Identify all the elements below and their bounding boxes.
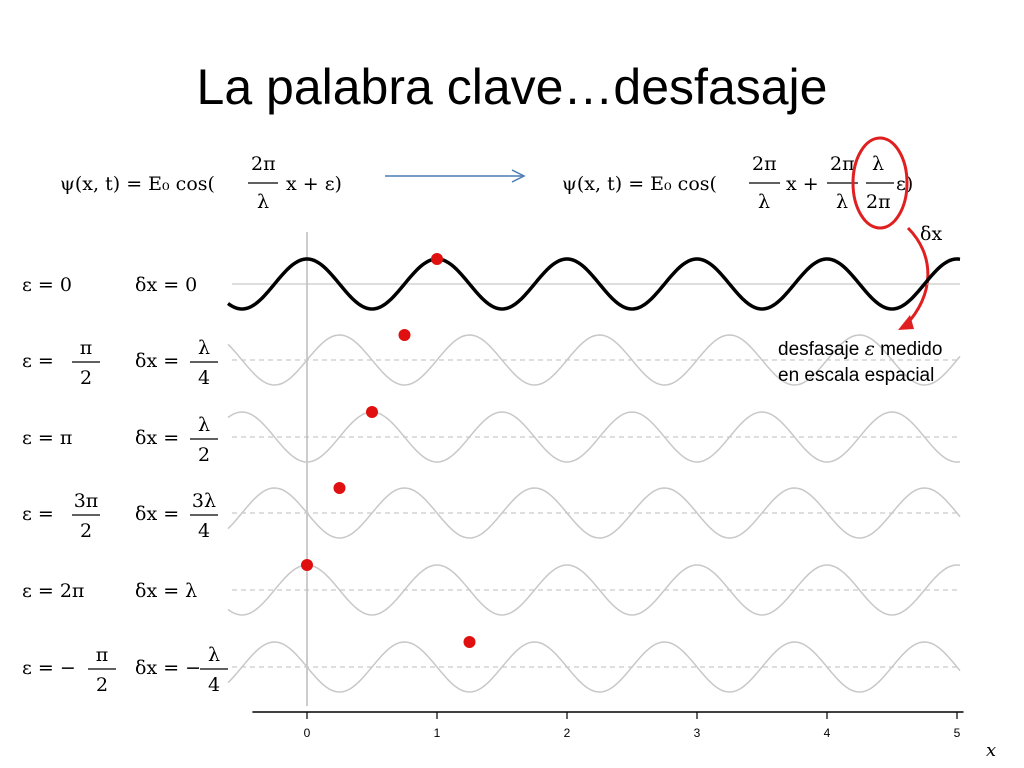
annotation-line1-post: medido: [874, 339, 943, 360]
annotation-line1-pre: desfasaje: [778, 339, 865, 360]
wave-row-5: [227, 641, 961, 693]
dx-label-pre: δx =: [135, 427, 179, 449]
dx-label: δx = λ: [135, 580, 197, 602]
eq-right-den1: λ: [758, 191, 770, 213]
x-axis: 0 1 2 3 4 5 x: [252, 711, 996, 761]
eps-label-pre: ε =: [22, 350, 54, 372]
eq-right-num1: 2π: [752, 153, 777, 175]
eq-right-den3: 2π: [866, 191, 891, 213]
eq-left-lhs: ψ(x, t) = E₀ cos(: [60, 173, 215, 195]
eps-label: ε = 0: [22, 274, 72, 296]
eq-right-mid: x +: [786, 173, 819, 195]
row-label-3: ε = 3π 2 δx = 3λ 4: [22, 490, 218, 542]
eps-label-den: 2: [96, 674, 108, 696]
eps-label-num: π: [80, 337, 93, 359]
dx-label-pre: δx = −: [135, 657, 201, 679]
annotation-note: desfasaje ε medido en escala espacial: [778, 336, 998, 389]
dx-label-num: 3λ: [192, 490, 216, 512]
row-label-2: ε = π δx = λ 2: [22, 414, 218, 466]
phase-marker-3: [333, 482, 346, 494]
wave-row-4: [227, 564, 961, 616]
plot-area: [232, 232, 960, 706]
row-label-4: ε = 2π δx = λ: [22, 580, 197, 602]
equation-right: ψ(x, t) = E₀ cos( 2π λ x + 2π λ λ 2π ε): [562, 153, 913, 213]
eps-label-pre: ε =: [22, 503, 54, 525]
eq-left-tail: x + ε): [286, 173, 342, 195]
eq-right-tail: ε): [896, 173, 913, 195]
slide-title: La palabra clave…desfasaje: [196, 59, 828, 115]
eps-label: ε = 2π: [22, 580, 84, 602]
phase-markers: [301, 253, 476, 648]
phase-marker-1: [398, 329, 411, 341]
dx-label-num: λ: [208, 644, 220, 666]
eq-left-den: λ: [257, 191, 269, 213]
curved-arrow: [903, 226, 930, 328]
phase-marker-0: [431, 253, 443, 265]
highlight-circle: [851, 136, 909, 230]
dx-label-pre: δx =: [135, 503, 179, 525]
delta-x-label: δx: [920, 223, 942, 245]
x-tick-label-1: 1: [434, 726, 441, 740]
eps-label-pre: ε = −: [22, 657, 76, 679]
eq-right-den2: λ: [836, 191, 848, 213]
eps-label-den: 2: [80, 520, 92, 542]
phase-marker-5: [463, 636, 476, 648]
eps-label: ε = π: [22, 427, 72, 449]
dx-label-den: 4: [208, 674, 220, 696]
dx-label-num: λ: [198, 414, 210, 436]
phase-marker-4: [301, 559, 313, 571]
wave-rows: [226, 257, 961, 693]
dx-label-den: 2: [198, 444, 210, 466]
dx-label-den: 4: [198, 367, 210, 389]
dx-label-num: λ: [198, 337, 210, 359]
eps-label-num: 3π: [74, 490, 99, 512]
x-tick-label-5: 5: [954, 726, 961, 740]
equation-left: ψ(x, t) = E₀ cos( 2π λ x + ε): [60, 153, 342, 213]
x-tick-label-3: 3: [694, 726, 701, 740]
eq-right-num3: λ: [872, 153, 884, 175]
dx-label-den: 4: [198, 520, 210, 542]
x-tick-label-2: 2: [564, 726, 571, 740]
annotation-epsilon: ε: [864, 338, 875, 360]
transform-arrow: [385, 169, 526, 183]
x-tick-label-0: 0: [304, 726, 311, 740]
x-tick-label-4: 4: [824, 726, 831, 740]
dx-label: δx = 0: [135, 274, 197, 296]
row-label-0: ε = 0 δx = 0: [22, 274, 197, 296]
eq-right-lhs: ψ(x, t) = E₀ cos(: [562, 173, 717, 195]
dx-label-pre: δx =: [135, 350, 179, 372]
annotation-line2: en escala espacial: [778, 365, 935, 386]
eps-label-den: 2: [80, 367, 92, 389]
row-label-1: ε = π 2 δx = λ 4: [22, 337, 218, 389]
wave-row-2: [227, 411, 961, 463]
eq-left-num: 2π: [251, 153, 276, 175]
eps-label-num: π: [96, 644, 109, 666]
row-label-5: ε = − π 2 δx = − λ 4: [22, 644, 228, 696]
wave-row-3: [227, 487, 961, 539]
eq-right-num2: 2π: [830, 153, 855, 175]
curved-arrow-head: [898, 315, 914, 330]
wave-row-1: [227, 334, 961, 386]
x-axis-label: x: [986, 740, 996, 761]
phase-marker-2: [366, 406, 378, 418]
wave-row-0: [226, 257, 961, 311]
